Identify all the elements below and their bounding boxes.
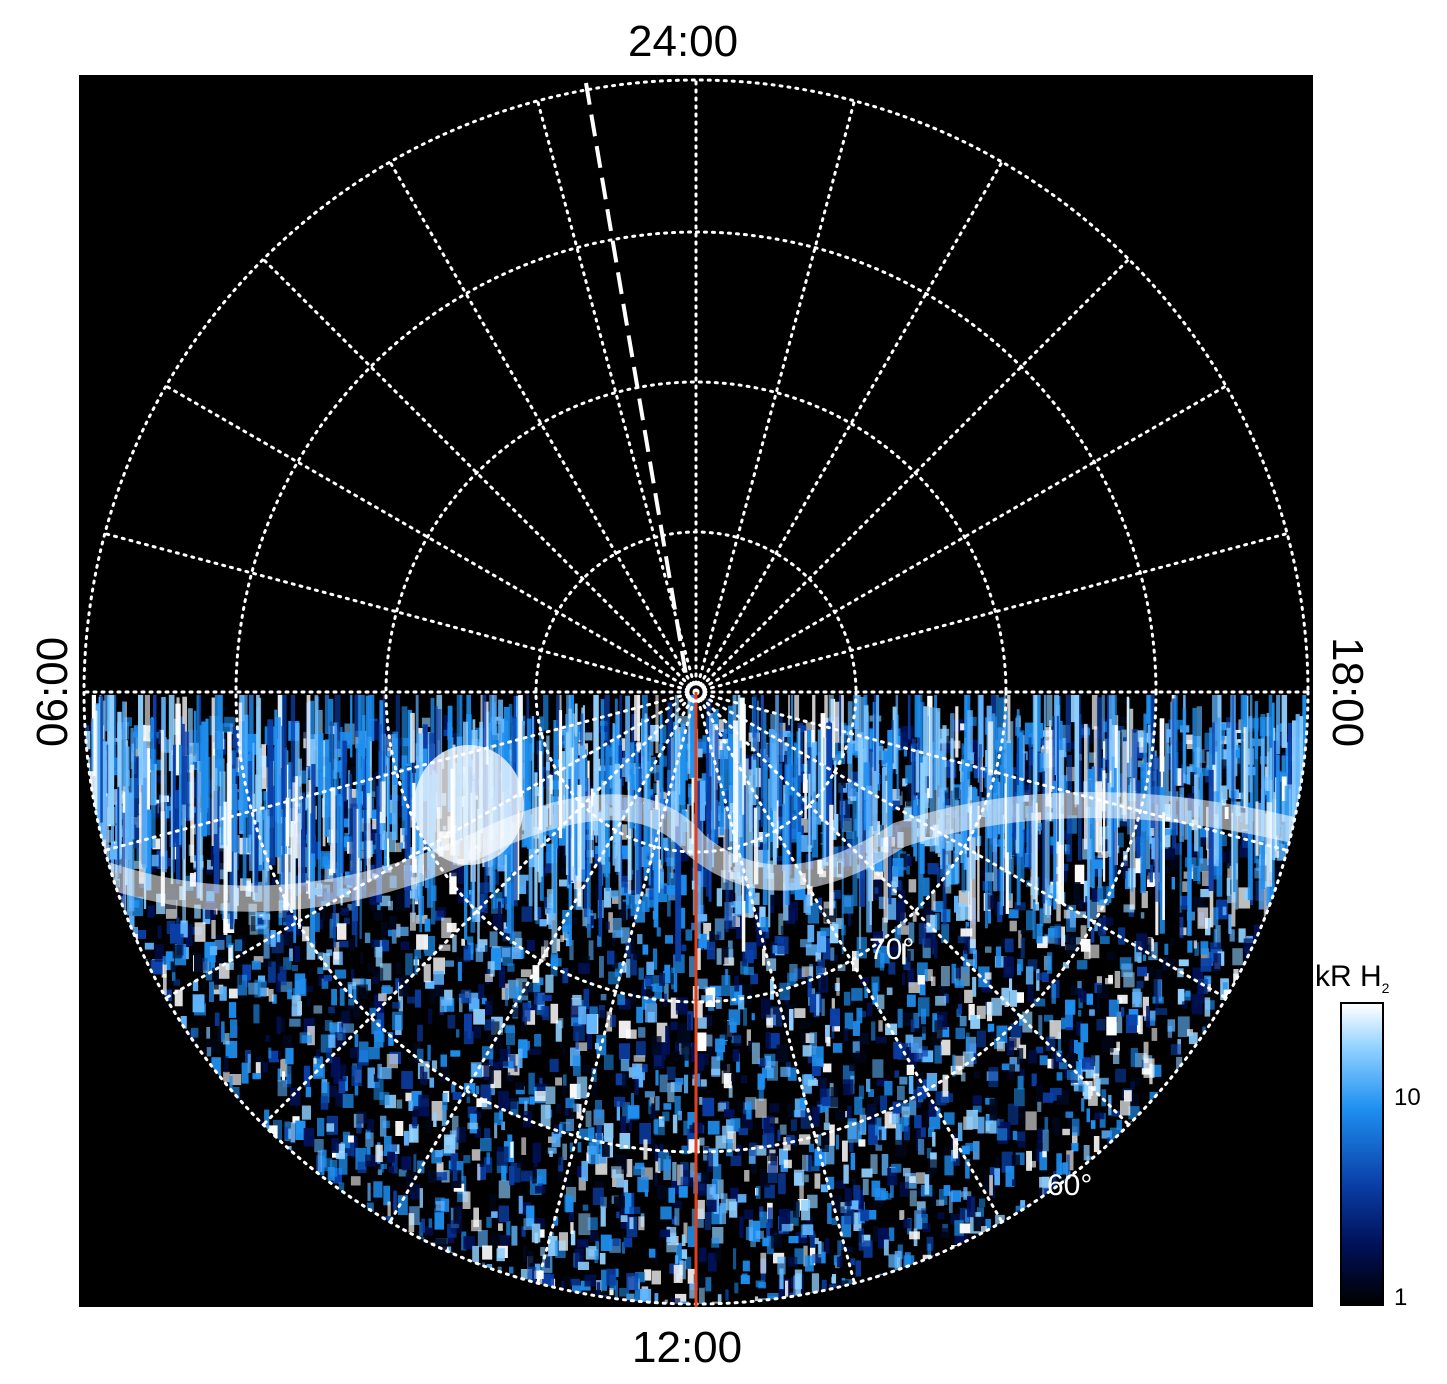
colorbar-title-subscript: 2 (1381, 980, 1390, 996)
colorbar-tick-1: 1 (1394, 1284, 1408, 1311)
polar-projection-panel: 70° 60° (79, 75, 1313, 1307)
time-label-24: 24:00 (628, 17, 739, 66)
time-label-06-text: 06:00 (28, 636, 77, 747)
colorbar (1340, 1002, 1384, 1306)
time-label-12: 12:00 (632, 1323, 743, 1372)
colorbar-title: kR H2 (1315, 960, 1389, 996)
dashed-meridian-line (584, 82, 688, 676)
latitude-label-60: 60° (1047, 1169, 1092, 1202)
time-label-18: 18:00 (1323, 637, 1372, 748)
time-label-06: 06:00 (28, 636, 77, 747)
colorbar-title-text: kR H (1315, 960, 1382, 993)
polar-aurora-map: 70° 60° (82, 78, 1310, 1307)
pole-marker (685, 681, 707, 703)
latitude-label-70: 70° (869, 933, 914, 966)
colorbar-tick-10: 10 (1394, 1084, 1421, 1111)
time-label-18-text: 18:00 (1323, 637, 1372, 748)
